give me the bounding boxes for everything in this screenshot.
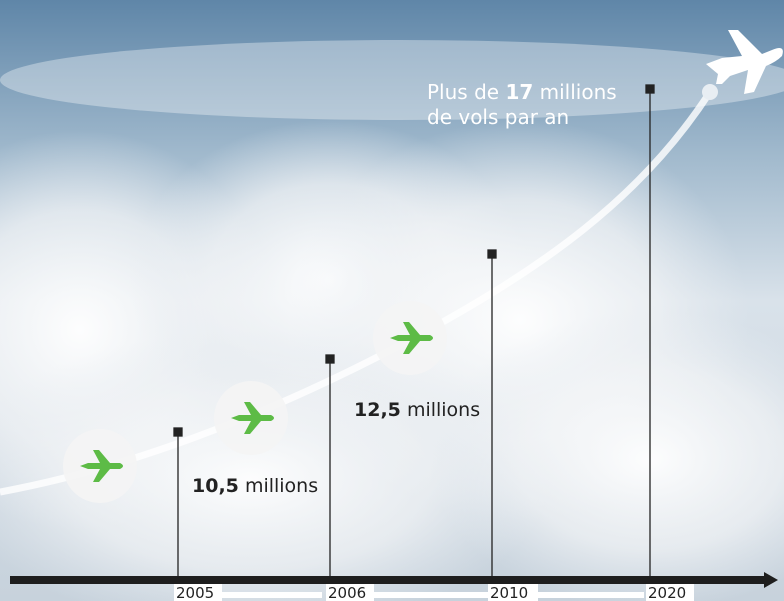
label-2006: 10,5 millions xyxy=(192,475,318,497)
infographic: Plus de 17 millions de vols par an 10,5 … xyxy=(0,0,784,601)
headline: Plus de 17 millions xyxy=(427,80,617,104)
curve-end xyxy=(702,84,718,100)
year-label: 2020 xyxy=(648,584,686,601)
label-number: 12,5 xyxy=(354,399,401,421)
headline-suffix: millions xyxy=(540,80,617,104)
page: {"headline": {"prefix": "Plus de", "bold… xyxy=(0,0,784,601)
label-number: 10,5 xyxy=(192,475,239,497)
year-label: 2010 xyxy=(490,584,528,601)
year-label: 2005 xyxy=(176,584,214,601)
label-unit: millions xyxy=(245,475,318,497)
headline-line2: de vols par an xyxy=(427,105,569,129)
label-unit: millions xyxy=(407,399,480,421)
headline-prefix: Plus de xyxy=(427,80,499,104)
headline-number: 17 xyxy=(505,80,533,104)
year-label: 2006 xyxy=(328,584,366,601)
label-2010: 12,5 millions xyxy=(354,399,480,421)
